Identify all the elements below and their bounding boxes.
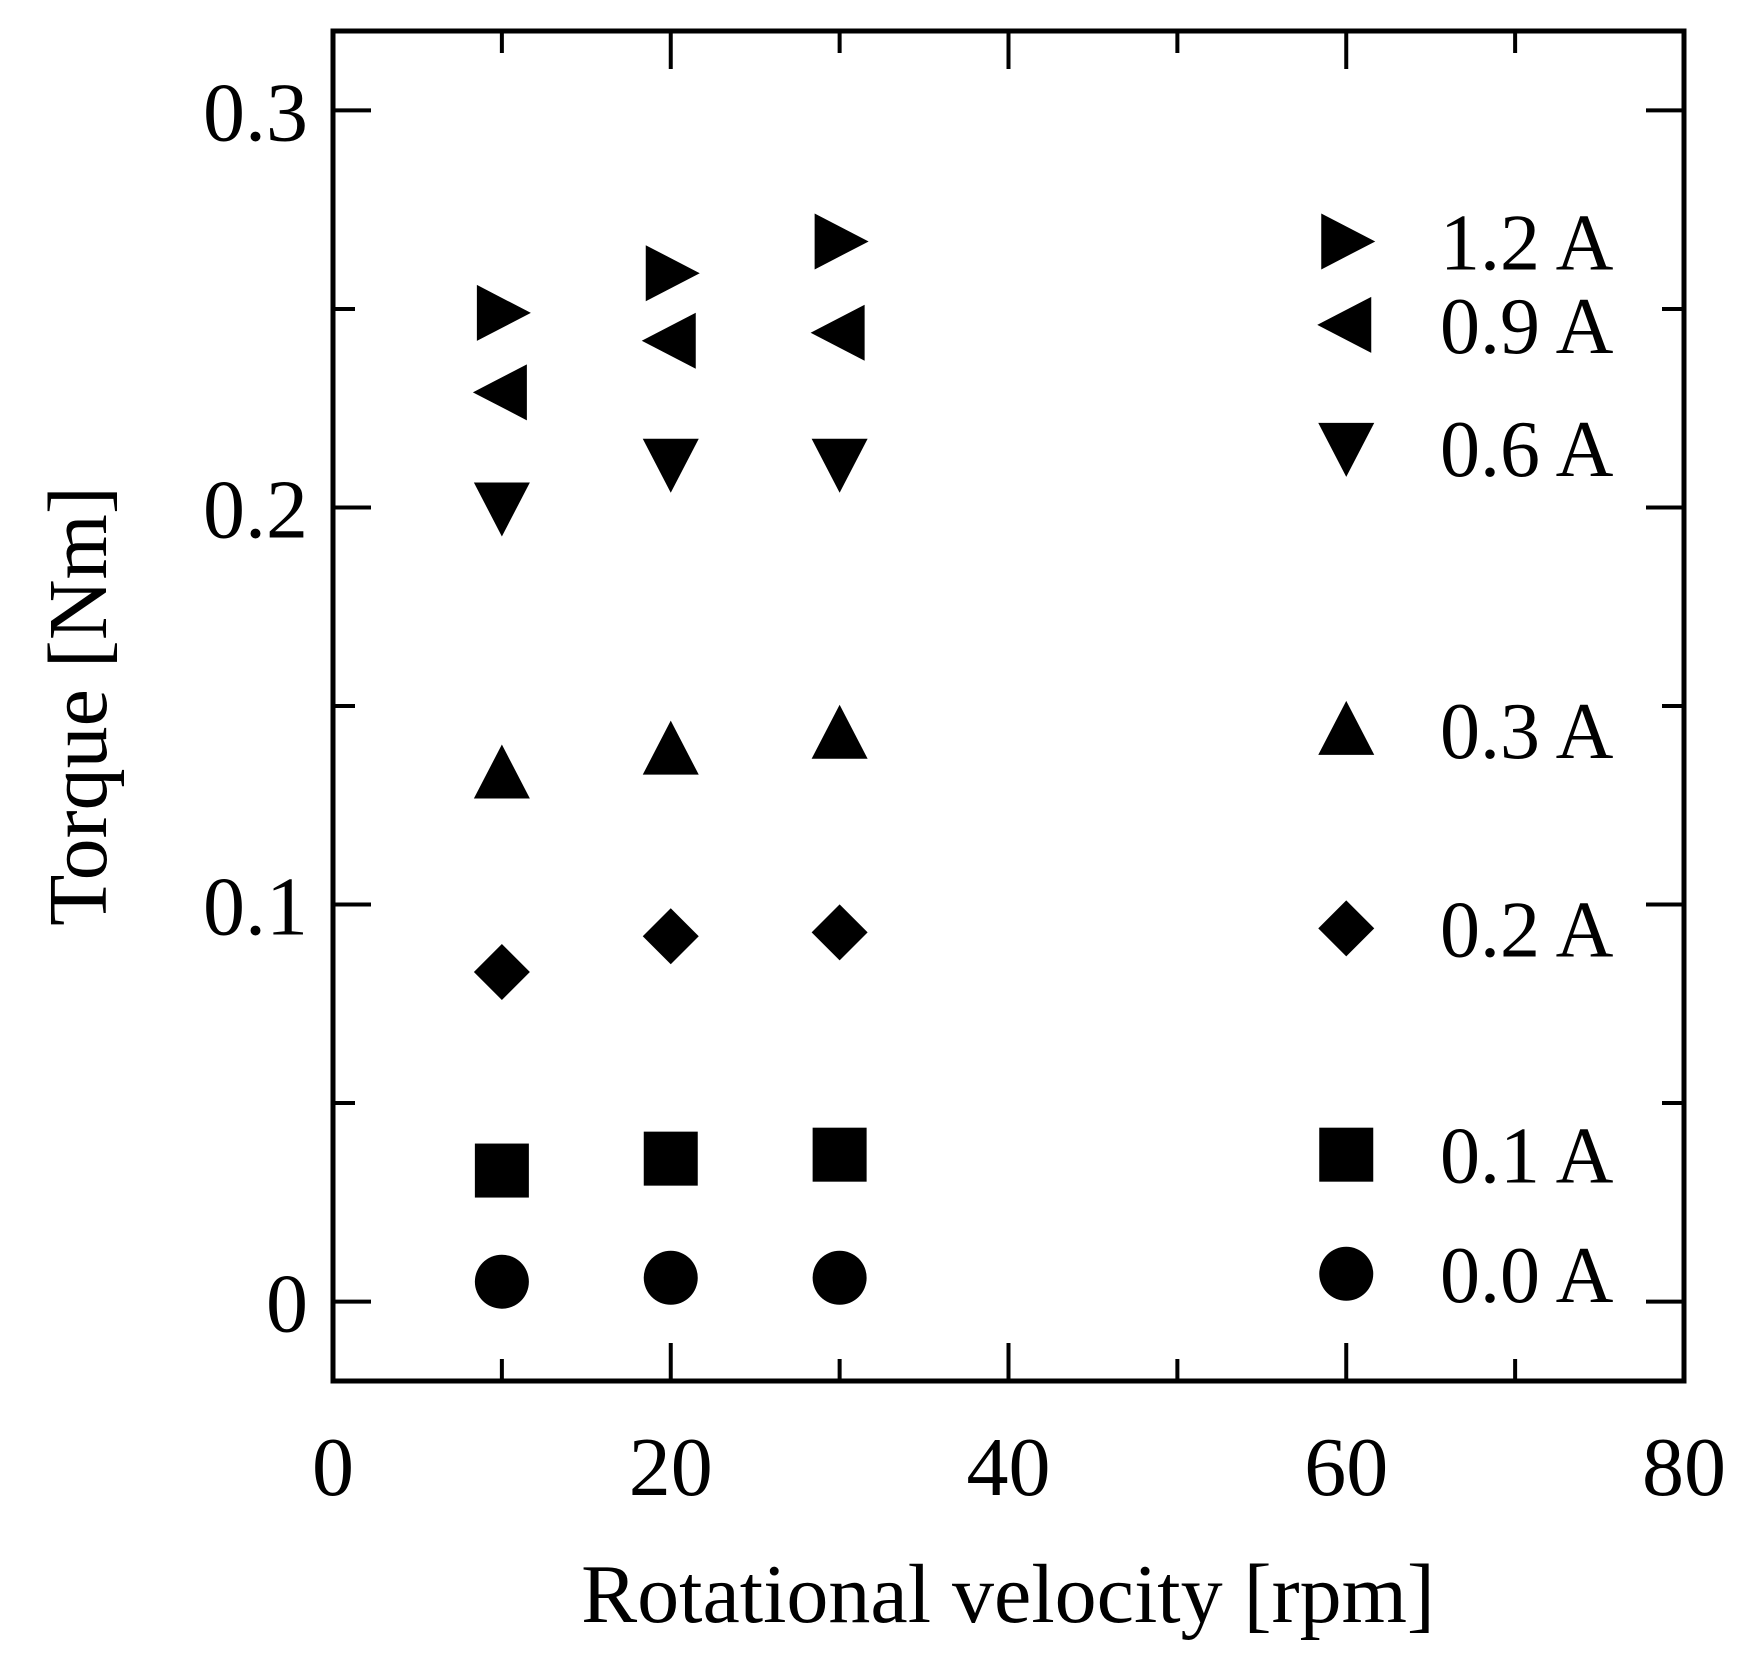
data-point bbox=[645, 245, 700, 302]
legend-marker bbox=[1319, 1127, 1374, 1182]
data-point bbox=[811, 704, 868, 759]
legend-label: 0.6 A bbox=[1440, 406, 1614, 494]
legend-label: 0.0 A bbox=[1440, 1232, 1614, 1320]
data-point bbox=[810, 304, 865, 361]
data-point bbox=[473, 744, 530, 799]
data-point bbox=[811, 438, 868, 493]
data-point bbox=[476, 284, 531, 341]
legend-marker bbox=[1317, 296, 1372, 353]
legend-label: 1.2 A bbox=[1440, 199, 1614, 287]
x-tick-label: 0 bbox=[312, 1421, 354, 1514]
y-tick-label: 0.1 bbox=[203, 861, 308, 954]
x-tick-label: 80 bbox=[1642, 1421, 1726, 1514]
data-point bbox=[812, 1127, 867, 1182]
y-tick-label: 0 bbox=[266, 1258, 308, 1351]
legend-marker bbox=[1318, 422, 1375, 477]
x-tick-label: 40 bbox=[967, 1421, 1051, 1514]
x-tick-label: 60 bbox=[1304, 1421, 1388, 1514]
y-tick-label: 0.2 bbox=[203, 463, 308, 556]
y-axis-label: Torque [Nm] bbox=[32, 486, 125, 926]
axis-ticks bbox=[331, 31, 1686, 1381]
data-point bbox=[473, 482, 530, 537]
data-point bbox=[473, 944, 530, 1001]
data-points bbox=[472, 213, 869, 1309]
data-point bbox=[474, 1254, 529, 1309]
data-point bbox=[472, 364, 527, 421]
legend-label: 0.9 A bbox=[1440, 283, 1614, 371]
legend-label: 0.3 A bbox=[1440, 688, 1614, 776]
legend-marker bbox=[1318, 900, 1375, 957]
data-point bbox=[642, 908, 699, 965]
data-point bbox=[474, 1143, 529, 1198]
legend-marker bbox=[1319, 1246, 1374, 1301]
data-point bbox=[812, 1250, 867, 1305]
data-point bbox=[814, 213, 869, 270]
x-tick-label: 20 bbox=[629, 1421, 713, 1514]
axis-tick-labels: 0 20 40 60 80 0 0.1 0.2 0.3 bbox=[203, 66, 1726, 1514]
y-tick-label: 0.3 bbox=[203, 66, 308, 159]
legend: 1.2 A0.9 A 0.6 A 0.3 A 0.2 A 0.1 A 0.0 A bbox=[1317, 199, 1614, 1320]
data-point bbox=[642, 720, 699, 775]
data-point bbox=[642, 438, 699, 493]
data-point bbox=[643, 1131, 698, 1186]
legend-marker bbox=[1321, 213, 1376, 270]
x-axis-label: Rotational velocity [rpm] bbox=[581, 1548, 1435, 1641]
data-point bbox=[641, 312, 696, 369]
data-point bbox=[643, 1250, 698, 1305]
data-point bbox=[811, 904, 868, 961]
legend-label: 0.2 A bbox=[1440, 886, 1614, 974]
legend-marker bbox=[1318, 700, 1375, 755]
legend-label: 0.1 A bbox=[1440, 1113, 1614, 1201]
